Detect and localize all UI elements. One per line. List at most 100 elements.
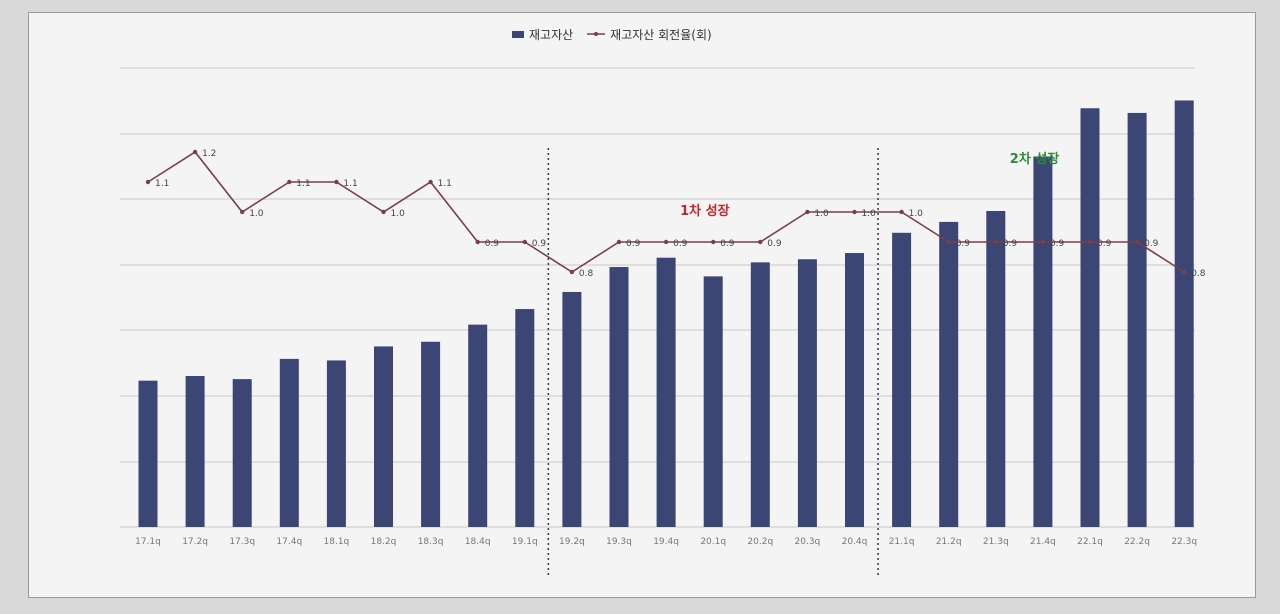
bar: [326, 360, 346, 527]
x-tick-label: 22.2q: [1124, 537, 1150, 547]
turnover-point: [805, 209, 810, 215]
x-tick-label: 18.2q: [371, 537, 397, 547]
x-tick-label: 20.1q: [700, 537, 726, 547]
turnover-label: 1.0: [814, 209, 829, 219]
turnover-label: 0.9: [1144, 239, 1159, 249]
turnover-point: [616, 239, 622, 245]
turnover-label: 0.9: [532, 239, 547, 249]
x-tick-label: 21.1q: [889, 537, 915, 547]
bar: [986, 210, 1006, 527]
turnover-point: [522, 239, 527, 245]
x-tick-label: 18.3q: [418, 537, 444, 547]
x-tick-label: 20.4q: [842, 537, 868, 547]
x-tick-label: 21.2q: [936, 537, 962, 547]
turnover-label: 0.9: [1003, 239, 1018, 249]
turnover-point: [334, 179, 339, 185]
bar: [1127, 112, 1147, 527]
x-tick-label: 20.2q: [747, 537, 773, 547]
turnover-label: 1.1: [343, 179, 357, 189]
bar: [374, 346, 393, 527]
turnover-label: 0.9: [626, 239, 641, 249]
turnover-label: 1.1: [155, 179, 169, 189]
turnover-label: 0.8: [579, 269, 594, 279]
turnover-label: 0.9: [956, 239, 971, 249]
turnover-point: [381, 209, 386, 215]
turnover-point: [711, 239, 716, 245]
x-tick-label: 19.2q: [559, 537, 585, 547]
legend-label-inventory: 재고자산: [529, 27, 574, 42]
x-tick-label: 19.3q: [606, 537, 632, 547]
legend-item-turnover: 재고자산 회전율(회): [587, 26, 712, 43]
x-tick-label: 19.4q: [653, 537, 679, 547]
turnover-point: [287, 179, 292, 185]
growth-annotation: 2차 성장: [1010, 151, 1059, 167]
bar: [750, 262, 770, 527]
bar: [845, 253, 864, 527]
turnover-point: [569, 269, 575, 275]
turnover-point: [852, 209, 857, 215]
turnover-point: [993, 239, 998, 245]
turnover-point: [1087, 239, 1093, 245]
turnover-label: 1.0: [249, 209, 264, 219]
bar: [138, 380, 158, 527]
bar: [797, 259, 817, 527]
turnover-label: 0.9: [1050, 239, 1065, 249]
turnover-label: 1.1: [438, 179, 452, 189]
x-tick-label: 18.4q: [465, 537, 491, 547]
bar: [1080, 108, 1100, 528]
turnover-label: 1.1: [296, 179, 310, 189]
bar: [609, 267, 629, 527]
bar: [421, 341, 441, 527]
legend-bar-swatch: [512, 30, 524, 38]
turnover-point: [475, 239, 480, 245]
turnover-point: [240, 209, 245, 215]
legend-line-swatch: [587, 32, 606, 36]
bar: [656, 257, 676, 527]
bar: [468, 324, 488, 527]
turnover-label: 0.9: [1097, 239, 1112, 249]
turnover-point: [1134, 239, 1140, 245]
x-tick-label: 22.3q: [1171, 537, 1197, 547]
turnover-point: [192, 149, 198, 155]
x-tick-label: 22.1q: [1077, 537, 1103, 547]
x-tick-label: 17.4q: [276, 537, 302, 547]
x-tick-label: 17.3q: [229, 537, 255, 547]
chart-legend: 재고자산 재고자산 회전율(회): [512, 23, 712, 45]
turnover-label: 1.0: [391, 209, 406, 219]
turnover-line: [147, 150, 1185, 273]
turnover-point: [758, 239, 763, 245]
bar: [892, 232, 912, 528]
x-tick-label: 18.1q: [324, 537, 350, 547]
x-tick-label: 21.3q: [983, 537, 1009, 547]
turnover-label: 1.0: [909, 209, 924, 219]
bar: [562, 291, 582, 527]
x-tick-label: 21.4q: [1030, 537, 1056, 547]
turnover-point: [946, 239, 951, 245]
bar: [232, 379, 252, 527]
bar: [1033, 156, 1053, 527]
x-tick-label: 17.1q: [135, 537, 161, 547]
x-tick-label: 20.3q: [795, 537, 821, 547]
turnover-label: 0.9: [767, 239, 782, 249]
turnover-point: [145, 179, 151, 185]
bar: [515, 309, 535, 527]
turnover-label: 1.2: [202, 149, 216, 159]
turnover-label: 1.0: [862, 209, 877, 219]
turnover-point: [1040, 239, 1046, 245]
legend-item-inventory: 재고자산: [512, 26, 573, 43]
turnover-point: [899, 209, 904, 215]
bar: [185, 376, 205, 527]
x-tick-label: 17.2q: [182, 537, 208, 547]
turnover-point: [663, 239, 669, 245]
bar: [939, 221, 959, 528]
turnover-point: [428, 179, 433, 185]
turnover-label: 0.9: [673, 239, 688, 249]
turnover-label: 0.9: [720, 239, 735, 249]
x-tick-label: 19.1q: [512, 537, 538, 547]
legend-label-turnover: 재고자산 회전율(회): [610, 27, 712, 42]
bar: [703, 276, 723, 527]
bar: [1174, 100, 1194, 528]
growth-annotation: 1차 성장: [680, 203, 729, 219]
turnover-point: [1182, 269, 1187, 275]
